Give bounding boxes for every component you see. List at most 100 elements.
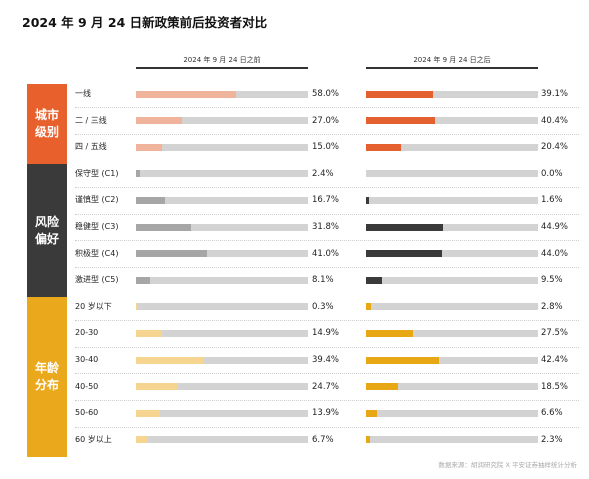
group-box-risk: 风险 偏好	[27, 163, 67, 298]
value-label: 31.8%	[312, 222, 340, 232]
chart-title: 2024 年 9 月 24 日新政策前后投资者对比	[22, 15, 268, 30]
category-label: 激进型 (C5)	[75, 275, 119, 285]
bar-age-before	[136, 409, 160, 417]
category-label: 60 岁以上	[75, 434, 112, 444]
bar-track	[366, 90, 538, 98]
value-label: 1.6%	[541, 195, 563, 206]
bar-track	[366, 196, 538, 204]
bar-track	[366, 303, 538, 311]
bar-track	[136, 356, 308, 364]
value-label: 6.6%	[541, 408, 563, 419]
value-label: 44.0%	[541, 248, 569, 259]
category-label: 二 / 三线	[75, 115, 107, 125]
bar-city-before	[136, 90, 236, 98]
value-label: 24.7%	[312, 381, 340, 392]
value-label: 9.5%	[541, 275, 563, 286]
row-separator	[75, 240, 579, 242]
value-label: 39.1%	[541, 89, 569, 99]
row-separator	[75, 213, 579, 215]
value-label: 58.0%	[312, 89, 340, 99]
bar-age-after	[366, 409, 378, 417]
bar-track	[366, 143, 538, 151]
category-label: 一线	[75, 89, 91, 98]
bar-age-after	[366, 329, 414, 337]
category-label: 保守型 (C1)	[75, 168, 119, 178]
value-label: 2.4%	[312, 168, 334, 179]
bar-city-after	[366, 143, 402, 151]
value-label: 20.4%	[541, 142, 569, 153]
bar-risk-after	[366, 196, 369, 204]
value-label: 27.5%	[541, 328, 569, 339]
bar-track	[366, 329, 538, 337]
bar-track	[366, 250, 538, 258]
row-separator	[75, 373, 579, 375]
value-label: 15.0%	[312, 142, 340, 153]
value-label: 14.9%	[312, 328, 340, 339]
value-label: 27.0%	[312, 115, 340, 126]
bar-track	[136, 383, 308, 391]
bar-age-before	[136, 383, 179, 391]
bar-track	[136, 223, 308, 231]
bar-risk-before	[136, 223, 191, 231]
bar-risk-after	[366, 250, 442, 258]
bar-city-after	[366, 117, 436, 125]
category-label: 50-60	[75, 408, 99, 418]
bar-track	[136, 303, 308, 311]
bar-city-after	[366, 90, 434, 98]
bar-track	[366, 170, 538, 178]
group-label-age: 年龄 分布	[34, 361, 59, 393]
bar-city-before	[136, 117, 183, 125]
category-label: 30-40	[75, 355, 99, 364]
group-box-age: 年龄 分布	[27, 296, 67, 458]
column-header-rule-after	[366, 67, 538, 69]
bar-track	[136, 409, 308, 417]
bar-risk-before	[136, 196, 165, 204]
value-label: 42.4%	[541, 355, 569, 365]
value-label: 39.4%	[312, 355, 340, 365]
row-separator	[75, 346, 579, 348]
group-box-city: 城市 级别	[27, 84, 67, 165]
row-separator	[75, 133, 579, 135]
value-label: 44.9%	[541, 222, 569, 232]
category-label: 20 岁以下	[75, 301, 112, 311]
bar-track	[136, 250, 308, 258]
source-note: 数据来源：胡润研究院 X 平安证券抽样统计分析	[438, 461, 577, 469]
category-label: 谨慎型 (C2)	[75, 195, 119, 205]
bar-age-before	[136, 436, 148, 444]
bar-age-before	[136, 303, 137, 311]
bar-age-before	[136, 356, 204, 364]
value-label: 6.7%	[312, 434, 334, 445]
bar-risk-before	[136, 170, 141, 178]
category-label: 积极型 (C4)	[75, 248, 119, 258]
category-label: 四 / 五线	[75, 142, 107, 152]
bar-track	[136, 90, 308, 98]
bar-track	[366, 223, 538, 231]
bar-age-after	[366, 436, 370, 444]
value-label: 0.0%	[541, 168, 563, 179]
bar-track	[366, 117, 538, 125]
row-separator	[75, 399, 579, 401]
bar-track	[136, 170, 308, 178]
bar-risk-after	[366, 276, 383, 284]
value-label: 41.0%	[312, 248, 340, 259]
bar-track	[136, 276, 308, 284]
row-separator	[75, 266, 579, 268]
bar-risk-before	[136, 250, 207, 258]
group-label-city: 城市 级别	[34, 108, 59, 140]
bar-age-after	[366, 356, 439, 364]
value-label: 18.5%	[541, 381, 569, 392]
value-label: 13.9%	[312, 408, 340, 419]
category-label: 稳健型 (C3)	[75, 222, 119, 231]
value-label: 40.4%	[541, 115, 569, 126]
bar-track	[136, 329, 308, 337]
category-label: 40-50	[75, 381, 99, 391]
bar-risk-before	[136, 276, 150, 284]
bar-age-before	[136, 329, 162, 337]
column-header-after: 2024 年 9 月 24 日之后	[413, 56, 491, 64]
bar-risk-after	[366, 223, 444, 231]
column-header-before: 2024 年 9 月 24 日之前	[183, 56, 261, 64]
bar-track	[366, 383, 538, 391]
bar-track	[136, 117, 308, 125]
group-label-risk: 风险 偏好	[34, 214, 59, 246]
bar-track	[366, 436, 538, 444]
